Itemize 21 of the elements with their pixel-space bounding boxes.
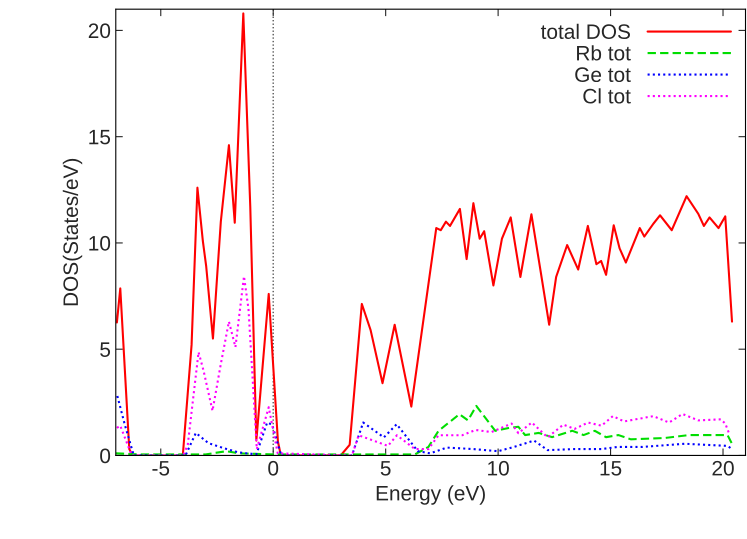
- x-tick-label: 15: [600, 461, 622, 476]
- x-tick-label: 10: [488, 460, 509, 476]
- y-tick-label: 10: [89, 236, 110, 251]
- x-tick-label: 5: [380, 461, 391, 476]
- line-series: [116, 404, 734, 456]
- line-series: [116, 394, 734, 456]
- y-tick-label: 15: [89, 130, 110, 144]
- x-axis-title: Energy (eV): [376, 485, 485, 505]
- y-tick-label: 5: [100, 342, 110, 357]
- x-tick-label: 0: [268, 460, 278, 476]
- x-tick-label: -5: [152, 461, 170, 476]
- y-tick-label: 20: [88, 23, 110, 38]
- y-axis-title: DOS(States/eV): [62, 158, 82, 306]
- line-series: [116, 275, 731, 456]
- x-tick-label: 20: [712, 460, 734, 476]
- legend-label: Ge tot: [575, 67, 631, 82]
- legend-label: Rb tot: [577, 45, 631, 61]
- line-series: [116, 12, 734, 456]
- legend-label: total DOS: [540, 24, 630, 40]
- y-tick-label: 0: [100, 448, 110, 464]
- legend-label: Cl tot: [583, 88, 631, 104]
